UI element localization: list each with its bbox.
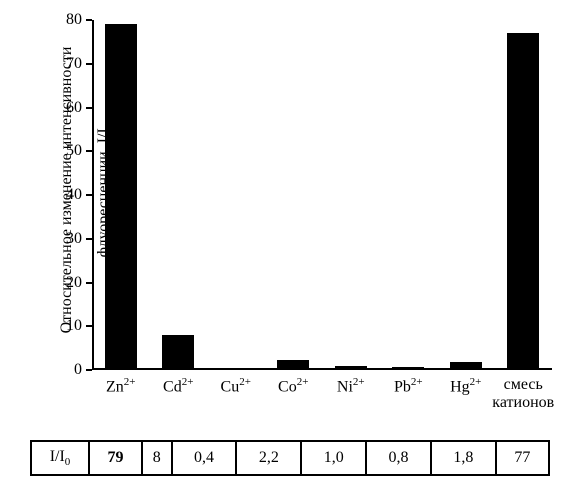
- x-tick-label: Cd2+: [163, 376, 193, 396]
- y-tick-label: 40: [66, 186, 82, 204]
- table-header-text: I/I: [50, 448, 65, 465]
- table-row: I/I0 7980,42,21,00,81,877: [31, 441, 549, 475]
- table-cell: 0,8: [366, 441, 431, 475]
- table-cell: 8: [142, 441, 171, 475]
- bar: [450, 362, 482, 370]
- data-table: I/I0 7980,42,21,00,81,877: [30, 440, 550, 476]
- table-cell: 0,4: [172, 441, 237, 475]
- table-header-cell: I/I0: [31, 441, 89, 475]
- y-tick-label: 50: [66, 142, 82, 160]
- y-tick-label: 60: [66, 99, 82, 117]
- table-cell: 77: [496, 441, 549, 475]
- bar: [507, 33, 539, 370]
- y-tick-label: 70: [66, 55, 82, 73]
- bars: [92, 20, 552, 370]
- y-tick-label: 20: [66, 274, 82, 292]
- table-cell: 79: [89, 441, 142, 475]
- table-cell: 1,8: [431, 441, 496, 475]
- x-tick-label: Pb2+: [394, 376, 423, 396]
- y-ticks: 01020304050607080: [52, 20, 82, 370]
- bar: [220, 368, 252, 370]
- bar: [105, 24, 137, 370]
- bar: [335, 366, 367, 370]
- table-header-sub: 0: [65, 456, 71, 468]
- y-tick-label: 0: [74, 361, 82, 379]
- x-tick-label: Hg2+: [450, 376, 481, 396]
- bar: [162, 335, 194, 370]
- table-cell: 2,2: [236, 441, 301, 475]
- x-tick-label: Co2+: [278, 376, 308, 396]
- chart-area: 01020304050607080 Zn2+Cd2+Cu2+Co2+Ni2+Pb…: [92, 20, 552, 370]
- bar: [392, 367, 424, 371]
- y-tick-label: 80: [66, 11, 82, 29]
- x-tick-label: смеськатионов: [492, 376, 554, 411]
- table-cell: 1,0: [301, 441, 366, 475]
- y-tick-label: 10: [66, 317, 82, 335]
- bar: [277, 360, 309, 370]
- x-tick-label: Ni2+: [337, 376, 365, 396]
- x-tick-label: Cu2+: [221, 376, 251, 396]
- x-tick-label: Zn2+: [106, 376, 136, 396]
- y-tick-label: 30: [66, 230, 82, 248]
